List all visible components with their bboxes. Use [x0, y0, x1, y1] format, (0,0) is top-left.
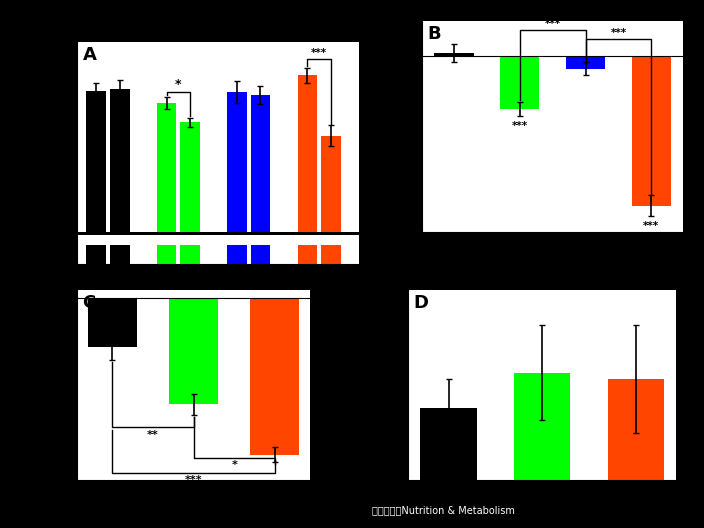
- Bar: [251, 244, 270, 264]
- Text: C: C: [82, 294, 95, 312]
- Bar: [608, 379, 664, 480]
- Text: *: *: [175, 79, 182, 91]
- Y-axis label: Lean Mass (% Change): Lean Mass (% Change): [35, 310, 48, 460]
- Bar: [298, 244, 318, 264]
- Text: A: A: [83, 46, 97, 64]
- Bar: [566, 56, 605, 69]
- Text: 图片来源：Nutrition & Metabolism: 图片来源：Nutrition & Metabolism: [372, 505, 515, 515]
- Text: ***: ***: [311, 48, 327, 58]
- Bar: [180, 122, 200, 232]
- Bar: [110, 244, 130, 264]
- Bar: [434, 53, 474, 56]
- Bar: [251, 298, 299, 455]
- Bar: [298, 76, 318, 232]
- Bar: [251, 95, 270, 232]
- Text: *: *: [232, 460, 237, 470]
- Text: ***: ***: [545, 19, 560, 29]
- Bar: [157, 244, 177, 264]
- Bar: [169, 298, 218, 404]
- Bar: [420, 408, 477, 480]
- Text: ***: ***: [512, 120, 528, 130]
- Text: iGLP1-E2: iGLP1-E2: [224, 299, 274, 334]
- Bar: [321, 136, 341, 232]
- Bar: [88, 298, 137, 347]
- Y-axis label: Fat Mass (% Change): Fat Mass (% Change): [370, 316, 383, 455]
- Text: aGLP1-E2: aGLP1-E2: [292, 299, 346, 335]
- Text: ***: ***: [184, 475, 203, 485]
- Text: aGLP1: aGLP1: [160, 299, 197, 326]
- Bar: [321, 244, 341, 264]
- Text: D: D: [414, 294, 429, 312]
- Bar: [110, 89, 130, 232]
- Text: Vehicle: Vehicle: [87, 299, 129, 329]
- Bar: [500, 56, 539, 109]
- Text: **: **: [147, 430, 159, 439]
- Bar: [514, 373, 570, 480]
- Bar: [180, 244, 200, 264]
- Text: ***: ***: [610, 28, 627, 38]
- Bar: [631, 56, 671, 206]
- Bar: [227, 92, 247, 232]
- Y-axis label: Body Weight % Change: Body Weight % Change: [380, 50, 393, 204]
- Y-axis label: Body Weight (g): Body Weight (g): [39, 83, 51, 191]
- Bar: [157, 102, 177, 232]
- Bar: [87, 90, 106, 232]
- Bar: [227, 244, 247, 264]
- Text: B: B: [427, 25, 441, 43]
- Text: ***: ***: [643, 221, 660, 231]
- Bar: [87, 244, 106, 264]
